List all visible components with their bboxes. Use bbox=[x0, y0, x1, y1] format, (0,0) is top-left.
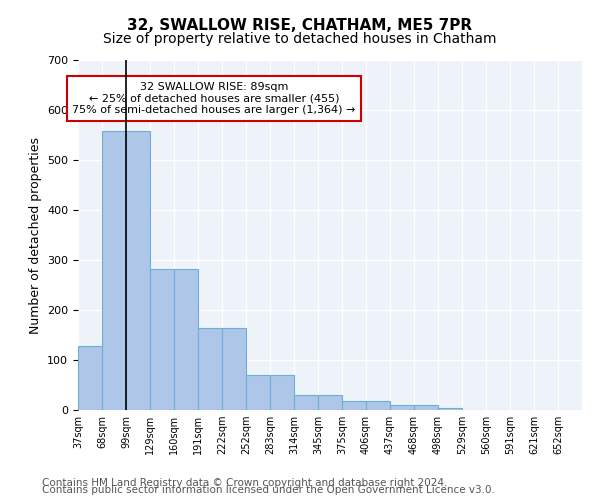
Text: Contains HM Land Registry data © Crown copyright and database right 2024.: Contains HM Land Registry data © Crown c… bbox=[42, 478, 448, 488]
Bar bbox=[126, 131, 150, 410]
Bar bbox=[246, 375, 270, 410]
Bar bbox=[198, 328, 222, 410]
Text: 32 SWALLOW RISE: 89sqm
← 25% of detached houses are smaller (455)
75% of semi-de: 32 SWALLOW RISE: 89sqm ← 25% of detached… bbox=[73, 82, 356, 115]
Bar bbox=[390, 405, 414, 410]
Bar bbox=[342, 401, 366, 410]
Bar bbox=[438, 408, 462, 410]
Y-axis label: Number of detached properties: Number of detached properties bbox=[29, 136, 41, 334]
Bar bbox=[150, 268, 174, 410]
Bar bbox=[78, 346, 102, 410]
Text: Size of property relative to detached houses in Chatham: Size of property relative to detached ho… bbox=[103, 32, 497, 46]
Bar bbox=[366, 401, 390, 410]
Bar bbox=[294, 395, 318, 410]
Bar bbox=[222, 328, 246, 410]
Text: Contains public sector information licensed under the Open Government Licence v3: Contains public sector information licen… bbox=[42, 485, 495, 495]
Bar bbox=[102, 131, 126, 410]
Bar bbox=[270, 375, 294, 410]
Bar bbox=[414, 405, 438, 410]
Bar bbox=[174, 268, 198, 410]
Text: 32, SWALLOW RISE, CHATHAM, ME5 7PR: 32, SWALLOW RISE, CHATHAM, ME5 7PR bbox=[127, 18, 473, 32]
Bar bbox=[318, 395, 342, 410]
